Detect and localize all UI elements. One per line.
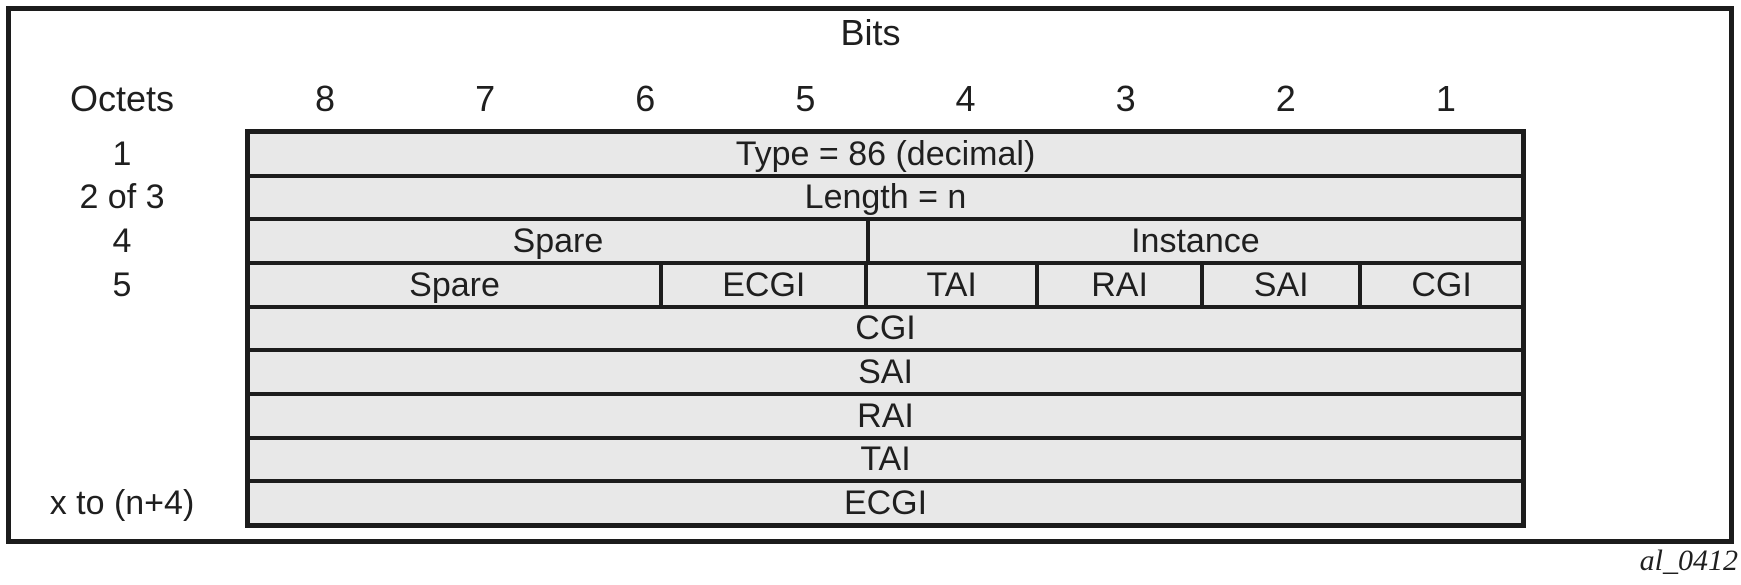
bit-number-7: 7 xyxy=(475,78,496,119)
table-row-tai: TAI xyxy=(250,439,1521,480)
table-row-length: Length = n xyxy=(250,177,1521,218)
figure-frame xyxy=(6,6,1734,544)
field-cell-flag-tai: TAI xyxy=(868,265,1035,305)
field-cell-cgi: CGI xyxy=(250,308,1521,349)
table-row-rai: RAI xyxy=(250,396,1521,436)
octet-label-row-8 xyxy=(0,440,244,480)
octet-label-row-6 xyxy=(0,352,244,392)
octet-label-row-4: 5 xyxy=(112,265,132,304)
octet-label-row-3: 4 xyxy=(112,222,132,261)
bit-numbers-row: 8 7 6 5 4 3 2 1 xyxy=(245,80,1526,118)
ie-structure-table: Type = 86 (decimal) Length = n Spare Ins… xyxy=(245,129,1526,528)
octets-header: Octets xyxy=(69,78,175,119)
field-cell-flag-ecgi: ECGI xyxy=(663,265,865,305)
bit-number-8: 8 xyxy=(315,78,336,119)
table-row-ecgi: ECGI xyxy=(250,483,1521,523)
field-cell-flag-spare: Spare xyxy=(250,265,660,305)
octet-label-row-7 xyxy=(0,396,244,436)
field-cell-rai: RAI xyxy=(250,396,1521,436)
bits-header: Bits xyxy=(840,12,901,53)
field-cell-length: Length = n xyxy=(250,177,1521,218)
table-row-type: Type = 86 (decimal) xyxy=(250,134,1521,174)
octet-label-row-9: x to (n+4) xyxy=(49,484,195,523)
field-cell-sai: SAI xyxy=(250,352,1521,392)
bit-number-2: 2 xyxy=(1275,78,1296,119)
field-cell-tai: TAI xyxy=(250,439,1521,480)
table-row-cgi: CGI xyxy=(250,308,1521,349)
octet-label-row-5 xyxy=(0,309,244,349)
bit-number-1: 1 xyxy=(1435,78,1456,119)
bit-number-4: 4 xyxy=(955,78,976,119)
field-cell-type: Type = 86 (decimal) xyxy=(250,134,1521,174)
table-row-flags: Spare ECGI TAI RAI SAI CGI xyxy=(250,265,1521,305)
bit-number-3: 3 xyxy=(1115,78,1136,119)
bit-number-5: 5 xyxy=(795,78,816,119)
octet-label-row-1: 1 xyxy=(112,134,132,173)
field-cell-flag-sai: SAI xyxy=(1204,265,1359,305)
figure-id: al_0412 xyxy=(1639,544,1738,577)
field-cell-spare: Spare xyxy=(250,221,866,261)
octet-label-row-2: 2 of 3 xyxy=(79,178,165,217)
bit-number-6: 6 xyxy=(635,78,656,119)
table-row-spare-instance: Spare Instance xyxy=(250,221,1521,261)
field-cell-flag-cgi: CGI xyxy=(1362,265,1521,305)
field-cell-ecgi: ECGI xyxy=(250,483,1521,523)
octet-labels-column: 1 2 of 3 4 5 x to (n+4) xyxy=(0,134,244,523)
field-cell-flag-rai: RAI xyxy=(1038,265,1201,305)
field-cell-instance: Instance xyxy=(869,221,1521,261)
table-row-sai: SAI xyxy=(250,352,1521,392)
